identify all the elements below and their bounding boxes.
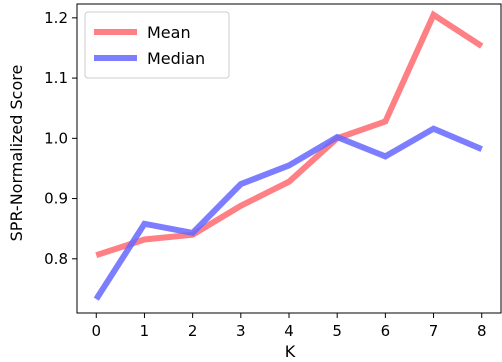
series-group: [93, 10, 484, 301]
x-tick-label: 7: [429, 322, 439, 340]
y-tick-label: 1.1: [44, 69, 68, 87]
x-tick-label: 6: [381, 322, 391, 340]
x-tick-label: 0: [91, 322, 101, 340]
y-axis-ticks: 0.8 0.9 1.0 1.1 1.2: [44, 9, 77, 268]
x-tick-label: 4: [284, 322, 294, 340]
y-tick-label: 1.0: [44, 129, 68, 147]
legend-label-mean: Mean: [147, 23, 191, 42]
x-tick-label: 3: [236, 322, 246, 340]
x-tick-label: 1: [140, 322, 150, 340]
x-tick-label: 5: [332, 322, 342, 340]
x-axis-label: K: [285, 342, 296, 361]
x-axis-ticks: 0 1 2 3 4 5 6 7 8: [91, 313, 487, 340]
y-tick-label: 0.9: [44, 190, 68, 208]
legend: Mean Median: [84, 11, 230, 79]
y-axis-label: SPR-Normalized Score: [7, 65, 26, 242]
legend-box: [84, 11, 230, 79]
x-tick-label: 2: [188, 322, 198, 340]
legend-label-median: Median: [147, 49, 205, 68]
x-tick-label: 8: [477, 322, 487, 340]
series-line-mean: [95, 10, 484, 259]
y-tick-label: 0.8: [44, 250, 68, 268]
series-line-median: [93, 125, 483, 301]
y-tick-label: 1.2: [44, 9, 68, 27]
